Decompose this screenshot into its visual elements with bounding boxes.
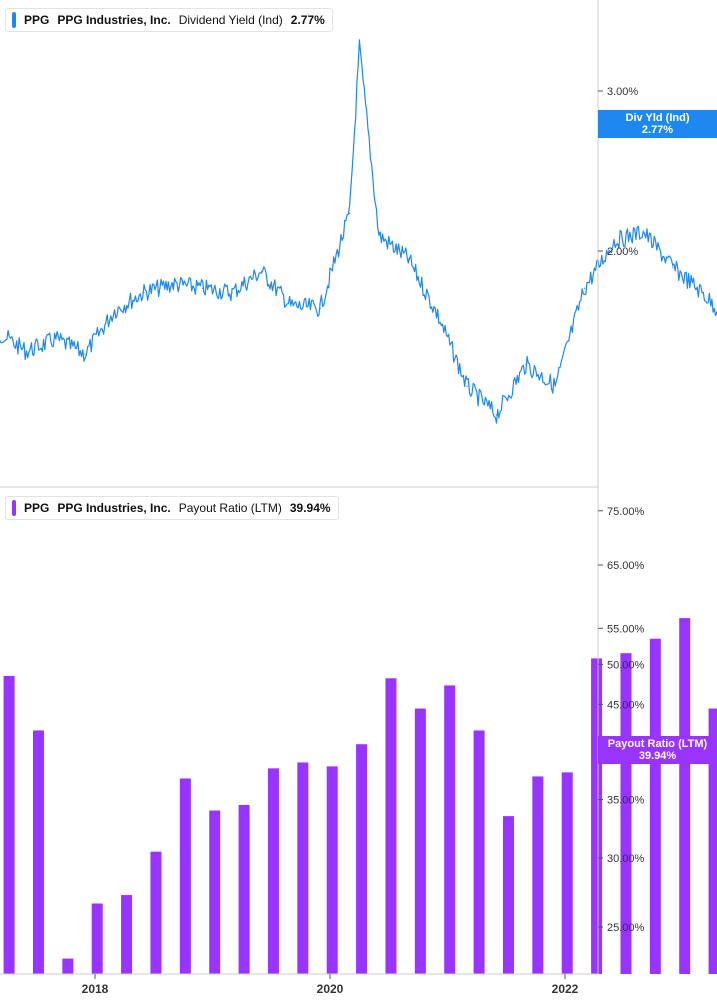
x-tick-label: 2018 [82,982,109,996]
payout-bar-2023-03 [708,708,717,974]
yield-legend-swatch [12,12,16,28]
payout-bar-2021-12 [561,772,573,974]
yield-point-2020-09 [407,258,409,260]
payout-tick-label: 50.00% [607,659,645,671]
yield-legend-ticker: PPG [24,13,50,27]
x-tick-label: 2020 [317,982,344,996]
yield-point-2022-12 [672,266,674,268]
payout-bar-2018-03 [121,895,133,974]
payout-bar-2017-03 [3,675,15,974]
payout-tick-label: 35.00% [607,795,645,807]
payout-bar-2020-03 [356,744,368,974]
payout-y-axis: 25.00% 30.00% 35.00% 45.00% 50.00% 55.00% 65.0… [598,506,645,934]
payout-legend-value: 39.94% [289,501,331,515]
yield-point-2021-06 [495,414,498,416]
payout-bar-2021-06 [502,816,514,974]
yield-point-2017-12 [84,353,86,355]
chart-frame [0,0,599,975]
yield-point-2020-06 [378,234,380,237]
payout-bar-2019-12 [326,766,338,974]
payout-tag-label: Payout Ratio (LTM) [607,738,708,750]
yield-legend-value: 2.77% [290,13,325,27]
yield-point-2022-06 [613,240,615,242]
payout-tick-label: 55.00% [607,623,645,635]
payout-legend-ticker: PPG [24,501,50,515]
payout-legend-metric: Payout Ratio (LTM) [178,501,282,515]
yield-point-2022-09 [642,231,644,233]
payout-bar-2018-09 [179,778,191,974]
payout-bar-2020-06 [385,678,397,974]
yield-point-2019-09 [290,305,292,307]
payout-tick-label: 65.00% [607,560,645,572]
payout-bar-2019-09 [297,762,309,974]
dividend-yield-line [0,39,717,424]
yield-legend-company: PPG Industries, Inc. [57,13,171,27]
payout-tick-label: 75.00% [607,506,645,518]
payout-bar-2020-09 [414,708,426,974]
payout-tick-label: 25.00% [607,922,645,934]
yield-tick-label: 2.00% [607,246,638,258]
yield-tick-label: 3.00% [607,86,638,98]
payout-bar-2017-06 [32,730,44,974]
x-tick-label: 2022 [552,982,579,996]
yield-point-2019-12 [319,307,321,309]
payout-bar-2022-03 [591,658,603,974]
payout-bar-2022-06 [620,653,632,974]
yield-legend-metric: Dividend Yield (Ind) [178,13,283,27]
yield-tag-value: 2.77% [641,124,674,136]
yield-point-2018-06 [143,291,145,294]
payout-legend-company: PPG Industries, Inc. [57,501,171,515]
yield-point-2019-03 [231,291,233,294]
payout-ratio-plot [3,618,717,974]
payout-bar-2022-09 [649,638,661,974]
payout-tick-label: 30.00% [607,853,645,865]
payout-tick-label: 45.00% [607,699,645,711]
yield-point-2020-12 [437,314,439,316]
payout-bar-2020-12 [444,685,456,974]
yield-last-value-tag: Div Yld (Ind) 2.77% [598,110,717,138]
payout-bar-2018-06 [150,851,162,974]
yield-point-2018-09 [172,283,174,285]
payout-bar-2017-09 [62,958,74,974]
yield-tag-label: Div Yld (Ind) [625,112,690,124]
payout-bar-2022-12 [679,618,691,974]
payout-bar-2021-03 [473,730,485,974]
yield-point-2020-03 [348,212,351,214]
dividend-yield-plot [0,39,717,424]
yield-point-2021-03 [466,385,468,387]
payout-bar-2021-09 [532,776,544,974]
yield-legend[interactable]: PPG PPG Industries, Inc. Dividend Yield … [5,8,333,32]
payout-bar-2018-12 [209,810,221,974]
yield-point-2018-03 [113,309,116,312]
yield-point-2017-06 [25,350,28,353]
payout-tag-value: 39.94% [638,750,677,762]
yield-point-2018-12 [202,287,204,289]
time-x-axis: 20182020202220242026 [82,974,579,996]
payout-bar-2019-06 [267,768,279,974]
yield-point-2022-03 [583,287,586,289]
yield-point-2017-09 [55,338,57,340]
yield-point-2023-03 [701,291,703,294]
yield-point-2020-04 [358,46,360,49]
payout-bar-2017-12 [91,903,103,974]
yield-y-axis: 2.00% 3.00% [598,86,638,258]
yield-point-2021-09 [525,363,527,366]
yield-point-2019-06 [260,270,263,272]
payout-legend[interactable]: PPG PPG Industries, Inc. Payout Ratio (L… [5,496,339,520]
payout-bar-2019-03 [238,804,250,974]
payout-legend-swatch [12,500,16,516]
yield-point-2021-12 [554,385,556,387]
payout-last-value-tag: Payout Ratio (LTM) 39.94% [598,736,717,764]
